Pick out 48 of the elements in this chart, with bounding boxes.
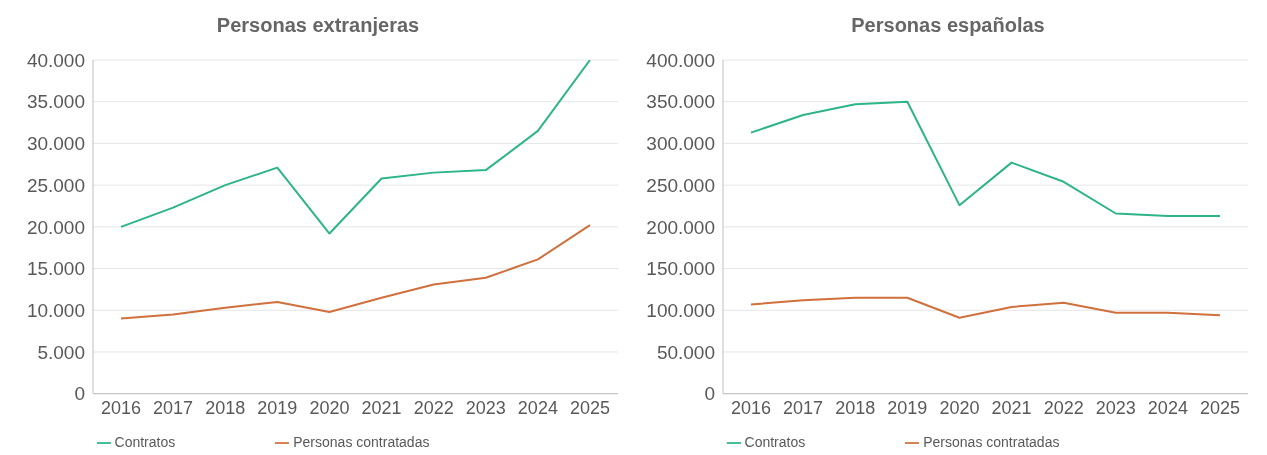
x-tick-label: 2024 bbox=[1147, 398, 1188, 419]
line-series bbox=[120, 224, 591, 320]
y-tick-label: 35.000 bbox=[26, 91, 85, 113]
line-series bbox=[750, 100, 1221, 218]
x-tick-label: 2017 bbox=[783, 398, 824, 419]
x-tick-label: 2019 bbox=[257, 398, 298, 419]
legend-label: Contratos bbox=[114, 433, 176, 450]
x-tick-label: 2016 bbox=[730, 398, 772, 419]
x-tick-label: 2024 bbox=[517, 398, 558, 419]
legend-label: Personas contratadas bbox=[293, 433, 430, 450]
y-tick-label: 350.000 bbox=[646, 91, 715, 113]
x-tick-label: 2019 bbox=[887, 398, 928, 419]
x-tick-label: 2022 bbox=[413, 398, 454, 419]
y-tick-label: 0 bbox=[74, 383, 85, 405]
x-tick-label: 2025 bbox=[1199, 398, 1241, 419]
y-tick-label: 200.000 bbox=[646, 216, 715, 238]
y-tick-label: 250.000 bbox=[646, 174, 715, 196]
y-tick-label: 5.000 bbox=[37, 341, 85, 363]
legend-label: Personas contratadas bbox=[923, 433, 1060, 450]
x-tick-label: 2023 bbox=[465, 398, 506, 419]
y-tick-label: 50.000 bbox=[656, 341, 715, 363]
x-tick-label: 2020 bbox=[939, 398, 980, 419]
y-tick-label: 150.000 bbox=[646, 258, 715, 280]
x-tick-label: 2017 bbox=[153, 398, 194, 419]
y-tick-label: 30.000 bbox=[26, 133, 85, 155]
line-series bbox=[120, 60, 591, 235]
y-tick-label: 15.000 bbox=[26, 258, 85, 280]
y-tick-label: 100.000 bbox=[646, 300, 715, 322]
x-tick-label: 2025 bbox=[569, 398, 611, 419]
y-tick-label: 400.000 bbox=[646, 49, 715, 71]
x-tick-label: 2023 bbox=[1095, 398, 1136, 419]
y-tick-label: 20.000 bbox=[26, 216, 85, 238]
x-tick-label: 2021 bbox=[361, 398, 402, 419]
y-tick-label: 0 bbox=[704, 383, 715, 405]
x-tick-label: 2020 bbox=[309, 398, 350, 419]
y-tick-label: 40.000 bbox=[26, 49, 85, 71]
legend-label: Contratos bbox=[744, 433, 806, 450]
chart-title: Personas extranjeras bbox=[215, 13, 421, 38]
y-tick-label: 300.000 bbox=[646, 133, 715, 155]
x-tick-label: 2021 bbox=[991, 398, 1032, 419]
x-tick-label: 2018 bbox=[835, 398, 876, 419]
y-tick-label: 25.000 bbox=[26, 174, 85, 196]
x-tick-label: 2016 bbox=[100, 398, 142, 419]
line-series bbox=[750, 296, 1221, 319]
x-tick-label: 2018 bbox=[205, 398, 246, 419]
y-tick-label: 10.000 bbox=[26, 300, 85, 322]
chart-title: Personas españolas bbox=[850, 13, 1046, 38]
x-tick-label: 2022 bbox=[1043, 398, 1084, 419]
